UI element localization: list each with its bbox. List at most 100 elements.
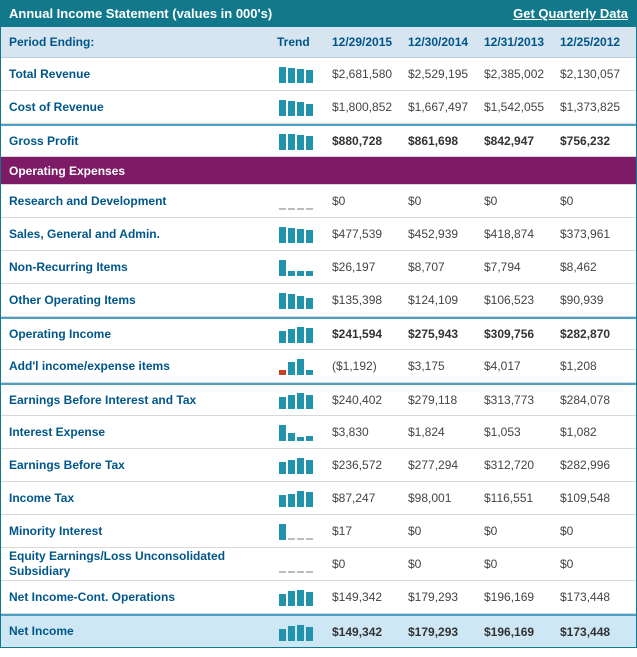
value-cell: $179,293 xyxy=(408,590,459,604)
value-cell: $309,756 xyxy=(484,327,535,341)
trend-bar xyxy=(306,328,313,343)
value-cell: $418,874 xyxy=(484,227,535,241)
table-row: Earnings Before Interest and Tax $240,402… xyxy=(1,383,636,416)
trend-bar xyxy=(288,208,295,210)
trend-bar xyxy=(297,208,304,210)
trend-bar xyxy=(297,491,304,507)
trend-bar xyxy=(297,538,304,540)
trend-bar xyxy=(288,228,295,243)
value-cell: $0 xyxy=(332,557,346,571)
trend-bar xyxy=(279,571,286,573)
trend-bar xyxy=(297,327,304,343)
value-cell: $282,996 xyxy=(560,458,611,472)
value-cell: $275,943 xyxy=(408,327,459,341)
table-row: Total Revenue $2,681,580 $2,529,195 $2,385,… xyxy=(1,58,636,91)
row-label: Net Income-Cont. Operations xyxy=(9,589,176,604)
trend-bar xyxy=(306,208,313,210)
value-cell: $277,294 xyxy=(408,458,459,472)
trend-sparkline xyxy=(277,522,329,540)
trend-bar xyxy=(279,331,286,343)
value-cell: $90,939 xyxy=(560,293,604,307)
row-label: Cost of Revenue xyxy=(9,99,104,114)
trend-sparkline xyxy=(277,291,329,309)
get-quarterly-data-link[interactable]: Get Quarterly Data xyxy=(513,6,628,21)
value-cell: $312,720 xyxy=(484,458,535,472)
value-cell: $313,773 xyxy=(484,393,535,407)
trend-sparkline xyxy=(277,357,329,375)
value-cell: $0 xyxy=(408,524,422,538)
value-cell: $8,707 xyxy=(408,260,445,274)
value-cell: $861,698 xyxy=(408,134,459,148)
value-cell: $241,594 xyxy=(332,327,383,341)
table-row: Sales, General and Admin. $477,539 $452,93… xyxy=(1,218,636,251)
trend-bar xyxy=(306,136,313,150)
row-label: Other Operating Items xyxy=(9,292,136,307)
table-body: Total Revenue $2,681,580 $2,529,195 $2,385,… xyxy=(1,58,636,647)
row-label: Sales, General and Admin. xyxy=(9,226,160,241)
value-cell: $173,448 xyxy=(560,624,611,639)
column-header-date: 12/31/2013 xyxy=(484,35,545,49)
column-header-date: 12/29/2015 xyxy=(332,35,393,49)
row-label: Equity Earnings/Loss Unconsolidated Subs… xyxy=(9,549,226,578)
trend-bar xyxy=(297,571,304,573)
value-cell: $2,130,057 xyxy=(560,67,621,81)
trend-bar xyxy=(288,571,295,573)
value-cell: $17 xyxy=(332,524,353,538)
trend-sparkline xyxy=(277,391,329,409)
value-cell: $373,961 xyxy=(560,227,611,241)
trend-bar xyxy=(288,460,295,474)
column-header-date: 12/25/2012 xyxy=(560,35,621,49)
value-cell: $1,208 xyxy=(560,359,597,373)
trend-column-label: Trend xyxy=(277,35,310,49)
trend-bar xyxy=(288,625,295,641)
row-label: Research and Development xyxy=(9,193,167,208)
value-cell: $0 xyxy=(484,194,498,208)
trend-bar xyxy=(297,590,304,606)
value-cell: $0 xyxy=(484,524,498,538)
value-cell: $0 xyxy=(408,194,422,208)
value-cell: $196,169 xyxy=(484,590,535,604)
value-cell: $106,523 xyxy=(484,293,535,307)
trend-bar xyxy=(306,571,313,573)
value-cell: $0 xyxy=(560,194,574,208)
trend-bar xyxy=(279,134,286,150)
trend-bar xyxy=(306,298,313,309)
value-cell: $0 xyxy=(560,524,574,538)
value-cell: $0 xyxy=(484,557,498,571)
trend-bar xyxy=(297,437,304,441)
row-label: Income Tax xyxy=(9,490,75,505)
value-cell: $0 xyxy=(408,557,422,571)
trend-sparkline xyxy=(277,65,329,83)
trend-bar xyxy=(297,393,304,409)
row-label: Operating Income xyxy=(9,326,112,341)
trend-bar xyxy=(279,67,286,83)
value-cell: $116,551 xyxy=(484,491,534,505)
trend-sparkline xyxy=(277,258,329,276)
value-cell: $87,247 xyxy=(332,491,376,505)
trend-bar xyxy=(306,271,313,276)
value-cell: $1,800,852 xyxy=(332,100,393,114)
row-label: Minority Interest xyxy=(9,523,103,538)
trend-bar xyxy=(279,100,286,116)
period-ending-label: Period Ending: xyxy=(9,35,95,49)
trend-sparkline xyxy=(277,555,329,573)
trend-bar xyxy=(288,433,295,441)
row-label: Gross Profit xyxy=(9,133,79,148)
table-row: Equity Earnings/Loss Unconsolidated Subs… xyxy=(1,548,636,581)
value-cell: $240,402 xyxy=(332,393,383,407)
value-cell: $2,529,195 xyxy=(408,67,469,81)
value-cell: $109,548 xyxy=(560,491,611,505)
trend-bar xyxy=(288,68,295,83)
value-cell: $842,947 xyxy=(484,134,535,148)
trend-bar xyxy=(279,495,286,507)
trend-bar xyxy=(288,494,295,507)
trend-bar xyxy=(297,624,304,641)
row-label: Interest Expense xyxy=(9,424,106,439)
value-cell: $149,342 xyxy=(332,624,383,639)
value-cell: $0 xyxy=(560,557,574,571)
table-row: Net Income $149,342 $179,293 $196,169 $173,4… xyxy=(1,614,636,647)
trend-bar xyxy=(288,271,295,276)
row-label: Add'l income/expense items xyxy=(9,358,170,373)
trend-bar xyxy=(288,538,295,540)
